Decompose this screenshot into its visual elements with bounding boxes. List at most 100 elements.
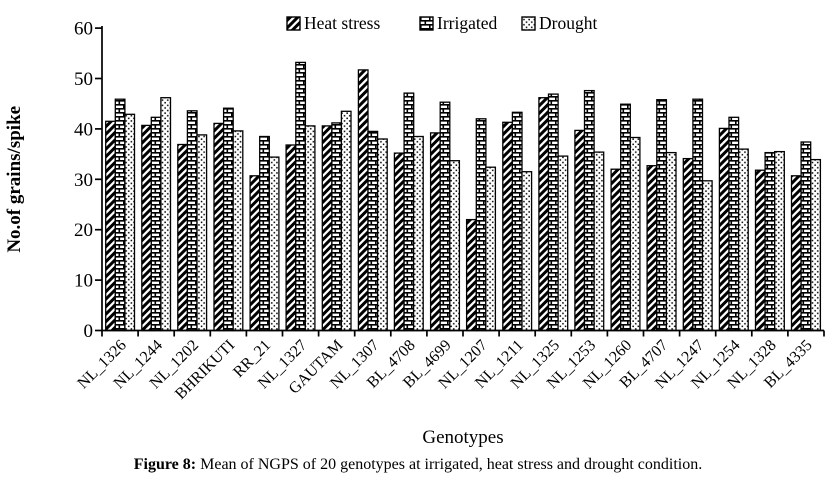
bar-group-NL_1254 xyxy=(718,116,749,332)
bar-heat-stress-BL_4708 xyxy=(393,152,405,332)
brick-swatch-icon xyxy=(419,16,434,31)
legend-label: Irrigated xyxy=(437,13,497,33)
bar-group-NL_1253 xyxy=(574,89,605,332)
bar-group-NL_1247 xyxy=(682,98,713,332)
bar-heat-stress-NL_1211 xyxy=(502,121,514,332)
y-tick-label: 0 xyxy=(84,321,94,342)
bar-drought-GAUTAM xyxy=(340,110,352,332)
bar-drought-NL_1253 xyxy=(593,151,605,332)
bar-irrigated-BL_4699 xyxy=(439,101,451,332)
bar-group-NL_1327 xyxy=(285,61,316,332)
y-tick-label: 10 xyxy=(74,271,93,292)
bar-heat-stress-NL_1260 xyxy=(610,168,622,332)
bar-irrigated-NL_1327 xyxy=(295,61,307,332)
bar-drought-NL_1202 xyxy=(196,134,208,332)
bar-heat-stress-NL_1244 xyxy=(141,124,153,332)
figure-caption-text: Mean of NGPS of 20 genotypes at irrigate… xyxy=(200,456,703,473)
figure-caption: Figure 8: Mean of NGPS of 20 genotypes a… xyxy=(0,456,836,474)
bar-drought-BL_4335 xyxy=(810,158,822,332)
bar-heat-stress-GAUTAM xyxy=(321,125,333,332)
bar-irrigated-NL_1207 xyxy=(475,118,487,332)
bar-drought-BHRIKUTI xyxy=(232,130,244,332)
bar-irrigated-BL_4708 xyxy=(403,92,415,332)
bar-drought-BL_4707 xyxy=(665,151,677,332)
bar-group-NL_1326 xyxy=(105,98,136,332)
bar-drought-NL_1326 xyxy=(124,113,136,332)
axes xyxy=(95,26,825,337)
bar-group-NL_1244 xyxy=(141,97,172,332)
legend: Heat stress Irrigated Drought xyxy=(286,13,597,33)
bar-drought-NL_1325 xyxy=(557,155,569,332)
bar-group-BL_4708 xyxy=(393,92,424,332)
bar-group-BL_4699 xyxy=(429,101,461,332)
legend-label: Heat stress xyxy=(304,13,380,33)
y-tick-label: 40 xyxy=(74,119,93,140)
bar-drought-NL_1254 xyxy=(737,148,749,332)
bar-heat-stress-RR_21 xyxy=(249,175,261,332)
bar-drought-NL_1328 xyxy=(774,150,785,332)
bar-drought-NL_1211 xyxy=(521,171,533,332)
bar-drought-BL_4699 xyxy=(449,160,461,332)
bar-irrigated-NL_1325 xyxy=(547,93,559,332)
bar-group-BL_4707 xyxy=(646,99,677,332)
y-tick-label: 30 xyxy=(74,170,93,191)
bar-drought-NL_1327 xyxy=(304,125,316,332)
chart-area: 0 10 20 30 40 50 60 NL_1326 NL_1244 NL_1202 BHRIKU… xyxy=(4,13,825,448)
bar-irrigated-NL_1260 xyxy=(620,103,631,332)
legend-item-heat-stress: Heat stress xyxy=(286,13,380,33)
bar-irrigated-NL_1326 xyxy=(114,98,126,332)
bar-drought-NL_1307 xyxy=(376,138,388,332)
bar-irrigated-NL_1254 xyxy=(728,116,740,332)
bar-irrigated-NL_1202 xyxy=(186,110,198,332)
bar-heat-stress-BL_4707 xyxy=(646,165,658,332)
bar-drought-BL_4708 xyxy=(412,135,424,332)
bar-group-GAUTAM xyxy=(321,110,352,332)
bar-group-NL_1325 xyxy=(538,93,569,332)
bar-heat-stress-NL_1325 xyxy=(538,97,550,332)
y-tick-label: 50 xyxy=(74,69,93,90)
bar-heat-stress-NL_1327 xyxy=(285,144,297,332)
bar-irrigated-NL_1211 xyxy=(511,111,523,332)
bar-irrigated-BHRIKUTI xyxy=(222,107,234,332)
bar-group-NL_1328 xyxy=(754,150,785,332)
x-axis-title: Genotypes xyxy=(422,427,503,448)
bar-heat-stress-NL_1202 xyxy=(177,143,189,332)
bar-irrigated-NL_1244 xyxy=(150,116,162,332)
bar-drought-NL_1244 xyxy=(160,97,172,332)
bar-heat-stress-BL_4335 xyxy=(790,175,802,332)
bar-heat-stress-NL_1254 xyxy=(718,127,730,332)
bar-irrigated-BL_4707 xyxy=(656,99,668,332)
bar-group-BHRIKUTI xyxy=(213,107,244,332)
dots-swatch-icon xyxy=(521,16,536,31)
bar-heat-stress-NL_1247 xyxy=(682,157,694,332)
bar-group-NL_1307 xyxy=(357,69,388,332)
figure-caption-label: Figure 8: xyxy=(133,456,197,473)
legend-item-drought: Drought xyxy=(521,13,597,33)
bar-heat-stress-NL_1326 xyxy=(105,120,116,332)
ngps-bar-chart: 0102030405060NL_1326NL_1244NL_1202BHRIKU… xyxy=(4,13,825,448)
bar-heat-stress-NL_1253 xyxy=(574,129,586,332)
bar-heat-stress-BHRIKUTI xyxy=(213,122,225,332)
bar-group-BL_4335 xyxy=(790,141,822,332)
bar-irrigated-NL_1247 xyxy=(692,98,704,332)
bar-heat-stress-NL_1328 xyxy=(754,169,766,332)
bar-group-NL_1211 xyxy=(502,111,533,332)
bar-irrigated-NL_1328 xyxy=(764,151,776,332)
bar-group-NL_1202 xyxy=(177,110,208,332)
bar-heat-stress-BL_4699 xyxy=(429,132,441,332)
bar-heat-stress-NL_1307 xyxy=(357,69,369,332)
bar-drought-NL_1247 xyxy=(701,180,713,332)
bar-irrigated-GAUTAM xyxy=(331,122,343,332)
legend-item-irrigated: Irrigated xyxy=(419,13,497,33)
bar-drought-RR_21 xyxy=(268,156,280,332)
bar-irrigated-NL_1307 xyxy=(367,130,379,332)
bar-irrigated-RR_21 xyxy=(259,135,270,332)
y-tick-label: 60 xyxy=(74,19,93,40)
bar-group-RR_21 xyxy=(249,135,280,332)
legend-label: Drought xyxy=(539,13,597,33)
bar-heat-stress-NL_1207 xyxy=(465,218,477,332)
bar-drought-NL_1207 xyxy=(485,166,497,332)
bar-irrigated-NL_1253 xyxy=(583,89,595,332)
bar-group-NL_1260 xyxy=(610,103,641,332)
